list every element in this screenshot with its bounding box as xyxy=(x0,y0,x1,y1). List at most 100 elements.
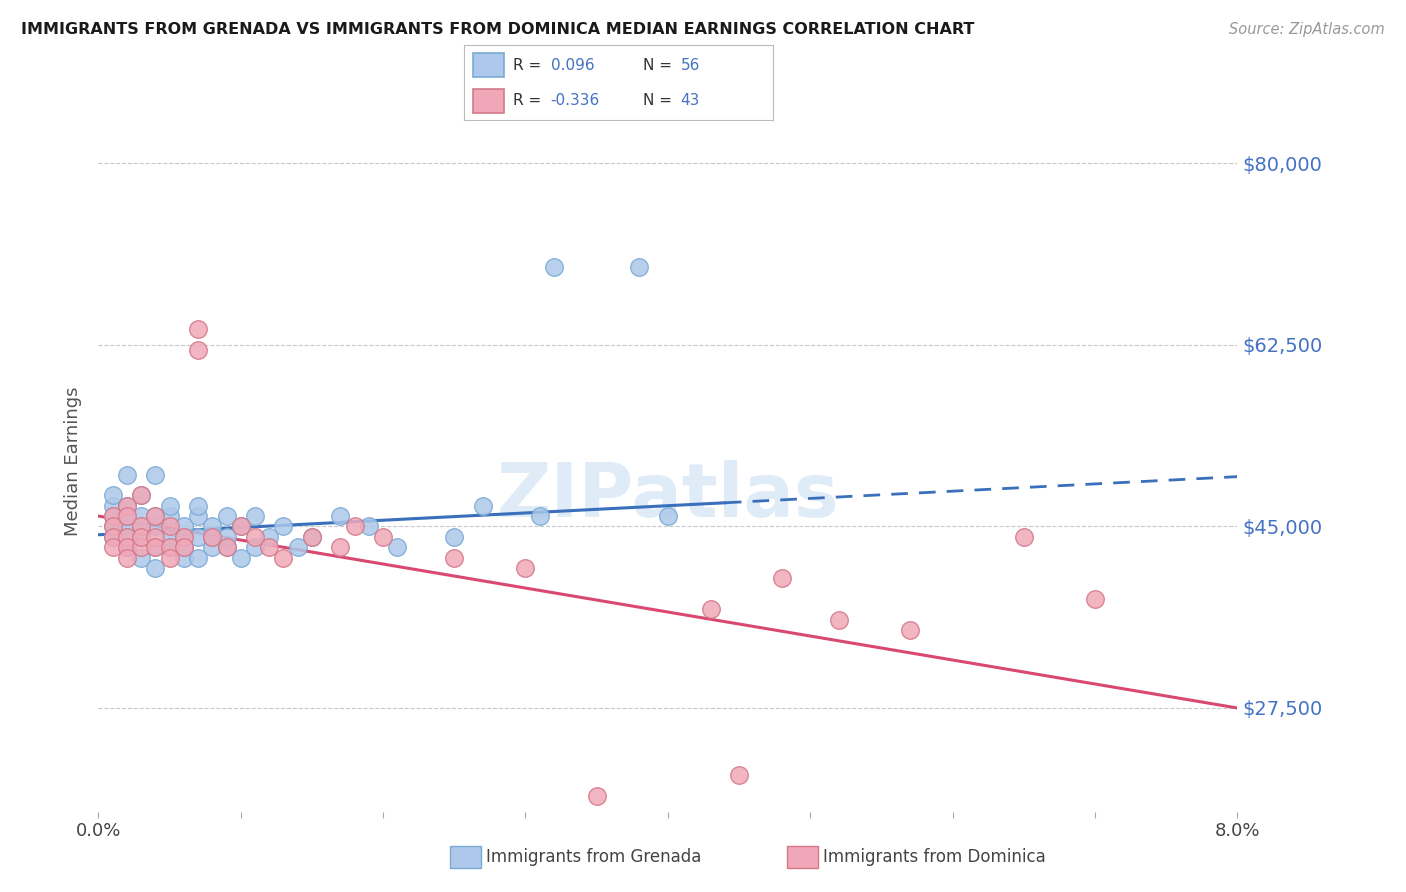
Point xyxy=(115,499,138,513)
Point xyxy=(145,561,167,575)
Point xyxy=(145,467,167,482)
Point xyxy=(115,540,138,554)
Point xyxy=(101,519,124,533)
Point xyxy=(129,530,152,544)
Point xyxy=(273,550,295,565)
Point xyxy=(101,509,124,524)
Point xyxy=(187,550,209,565)
Point xyxy=(443,530,465,544)
Point xyxy=(173,540,195,554)
Y-axis label: Median Earnings: Median Earnings xyxy=(65,387,83,536)
Text: R =: R = xyxy=(513,58,547,72)
Point xyxy=(229,550,252,565)
Point xyxy=(145,519,167,533)
Point xyxy=(215,540,238,554)
Point xyxy=(898,623,921,637)
Point xyxy=(129,530,152,544)
Point xyxy=(828,613,851,627)
Point xyxy=(173,540,195,554)
Point xyxy=(259,530,281,544)
Point xyxy=(770,571,793,585)
Point xyxy=(101,488,124,502)
Point xyxy=(101,519,124,533)
Point xyxy=(115,509,138,524)
Point xyxy=(273,519,295,533)
Point xyxy=(159,509,181,524)
Point xyxy=(159,499,181,513)
FancyBboxPatch shape xyxy=(474,53,505,78)
Point xyxy=(443,550,465,565)
Point xyxy=(301,530,323,544)
Point xyxy=(129,519,152,533)
Text: Source: ZipAtlas.com: Source: ZipAtlas.com xyxy=(1229,22,1385,37)
Point xyxy=(201,519,224,533)
Point xyxy=(101,530,124,544)
Point xyxy=(159,540,181,554)
Point xyxy=(129,540,152,554)
Point xyxy=(115,540,138,554)
Point xyxy=(115,519,138,533)
Point xyxy=(201,540,224,554)
Point xyxy=(215,509,238,524)
Point xyxy=(329,509,352,524)
Text: R =: R = xyxy=(513,93,547,108)
Point xyxy=(201,530,224,544)
Point xyxy=(115,509,138,524)
Point xyxy=(101,540,124,554)
Point xyxy=(101,530,124,544)
Point xyxy=(201,530,224,544)
Point xyxy=(585,789,607,804)
Text: Immigrants from Grenada: Immigrants from Grenada xyxy=(486,848,702,866)
Point xyxy=(471,499,494,513)
Point xyxy=(387,540,409,554)
Point xyxy=(115,467,138,482)
Point xyxy=(129,550,152,565)
Point xyxy=(657,509,679,524)
Point xyxy=(628,260,651,274)
Point xyxy=(187,499,209,513)
Point xyxy=(243,530,266,544)
Text: Immigrants from Dominica: Immigrants from Dominica xyxy=(823,848,1045,866)
Point xyxy=(187,530,209,544)
Text: N =: N = xyxy=(644,58,678,72)
Point xyxy=(1084,592,1107,607)
Point xyxy=(371,530,394,544)
Point xyxy=(173,550,195,565)
Point xyxy=(187,322,209,336)
Point xyxy=(115,550,138,565)
Point xyxy=(728,768,751,782)
Point xyxy=(129,519,152,533)
Point xyxy=(173,530,195,544)
Point xyxy=(159,519,181,533)
Text: N =: N = xyxy=(644,93,678,108)
Point xyxy=(145,509,167,524)
Point xyxy=(215,540,238,554)
Point xyxy=(357,519,380,533)
Point xyxy=(515,561,537,575)
Point xyxy=(129,488,152,502)
Point xyxy=(229,519,252,533)
Point xyxy=(129,509,152,524)
Point xyxy=(145,540,167,554)
Point xyxy=(129,488,152,502)
Point xyxy=(543,260,565,274)
Text: 0.096: 0.096 xyxy=(551,58,595,72)
Text: 56: 56 xyxy=(681,58,700,72)
Point xyxy=(115,499,138,513)
Text: IMMIGRANTS FROM GRENADA VS IMMIGRANTS FROM DOMINICA MEDIAN EARNINGS CORRELATION : IMMIGRANTS FROM GRENADA VS IMMIGRANTS FR… xyxy=(21,22,974,37)
FancyBboxPatch shape xyxy=(474,88,505,112)
Point xyxy=(145,509,167,524)
Point xyxy=(699,602,721,616)
Point xyxy=(343,519,366,533)
Point xyxy=(259,540,281,554)
Point xyxy=(101,499,124,513)
Point xyxy=(243,509,266,524)
Point xyxy=(159,540,181,554)
Point xyxy=(115,530,138,544)
Point xyxy=(145,540,167,554)
Point xyxy=(187,509,209,524)
Point xyxy=(145,530,167,544)
Point xyxy=(243,540,266,554)
Point xyxy=(101,509,124,524)
Point xyxy=(287,540,309,554)
